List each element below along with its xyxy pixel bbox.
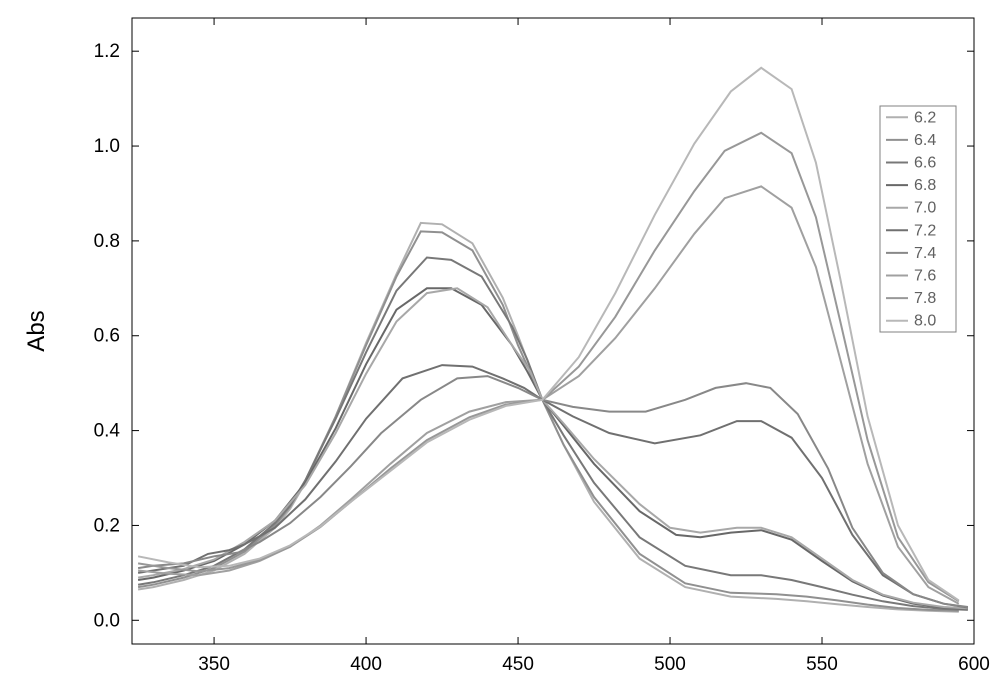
y-axis-title: Abs [23, 310, 50, 351]
series-8.0 [138, 68, 959, 601]
chart-container: { "chart": { "type": "line", "width": 10… [0, 0, 1000, 693]
x-tick-label: 500 [654, 654, 686, 675]
x-tick-label: 400 [350, 654, 382, 675]
legend-label: 7.2 [914, 222, 936, 239]
y-tick-label: 0.4 [94, 421, 121, 442]
y-tick-label: 0.6 [94, 326, 120, 347]
series-6.4 [138, 231, 959, 610]
y-tick-label: 0.8 [94, 231, 120, 252]
y-tick-label: 0.0 [94, 610, 120, 631]
legend-label: 7.4 [914, 245, 936, 262]
legend-label: 7.0 [914, 200, 936, 217]
legend-label: 8.0 [914, 313, 936, 330]
legend-label: 6.8 [914, 177, 936, 194]
y-tick-label: 1.0 [94, 136, 120, 157]
series-group [138, 68, 968, 612]
x-tick-label: 350 [198, 654, 230, 675]
legend-label: 7.6 [914, 268, 936, 285]
legend-label: 7.8 [914, 290, 936, 307]
y-tick-label: 0.2 [94, 515, 120, 536]
legend-label: 6.4 [914, 132, 936, 149]
series-6.2 [138, 223, 959, 612]
x-tick-label: 600 [958, 654, 990, 675]
legend-label: 6.6 [914, 155, 936, 172]
spectra-chart: 0.0 0.2 0.4 0.6 0.8 1.0 1.2 350 400 450 500 550 600 A… [0, 0, 1000, 693]
x-tick-label: 450 [502, 654, 534, 675]
x-tick-label: 550 [806, 654, 838, 675]
legend-label: 6.2 [914, 109, 936, 126]
y-tick-label: 1.2 [94, 41, 120, 62]
plot-frame [132, 18, 974, 644]
